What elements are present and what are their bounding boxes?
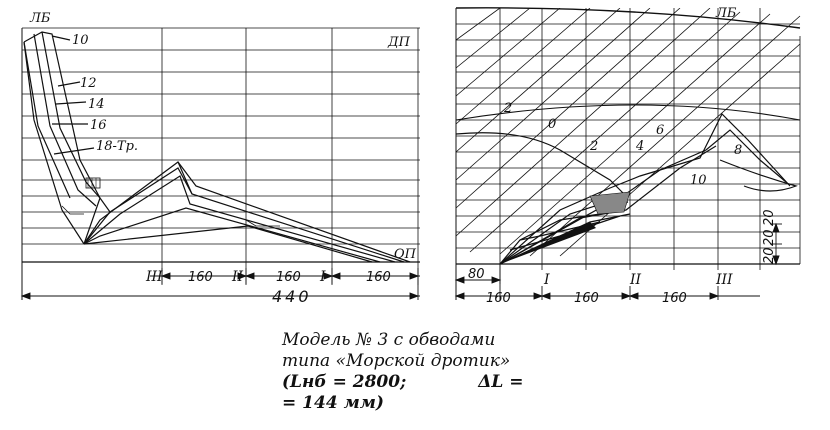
section-label-6: 6 xyxy=(656,123,664,138)
left-spacing-2: 160 xyxy=(276,270,301,285)
caption-line-1: Модель № 3 с обводами xyxy=(282,330,496,350)
waterline-label-10: 10 xyxy=(72,33,89,48)
waterline-label-18-tr: 18-Тр. xyxy=(96,139,138,154)
right-spacing-1: 160 xyxy=(486,291,511,306)
left-total-length: 440 xyxy=(272,287,312,306)
right-height-20a: 20 xyxy=(762,229,777,246)
right-station-I: I xyxy=(543,272,550,288)
left-station-I: I xyxy=(319,269,326,285)
left-station-II: II xyxy=(231,269,244,285)
right-grid-vertical xyxy=(499,8,761,284)
right-offset-80: 80 xyxy=(468,267,485,282)
left-spacing-3: 160 xyxy=(366,270,391,285)
waterline-label-16: 16 xyxy=(90,118,107,133)
right-dimensions xyxy=(454,222,782,300)
section-label-8: 8 xyxy=(734,143,742,158)
right-lb-curve xyxy=(455,7,801,29)
caption-line-2: типа «Морской дротик» xyxy=(282,351,511,371)
left-view xyxy=(20,27,420,300)
caption-line-3-left: (Lнб = 2800; xyxy=(282,372,407,392)
section-label-0: 0 xyxy=(548,117,556,132)
waterline-label-12: 12 xyxy=(80,76,97,91)
left-grid-horizontal xyxy=(22,27,420,263)
right-height-20b: 20 xyxy=(762,247,777,264)
left-dimensions xyxy=(20,268,420,300)
right-grid-horizontal xyxy=(456,23,800,265)
waterline-label-14: 14 xyxy=(88,97,105,112)
left-lb-label: ЛБ xyxy=(29,11,51,26)
section-label-4: 4 xyxy=(635,139,644,154)
right-section-curves xyxy=(456,112,798,264)
left-station-III: III xyxy=(145,269,163,285)
right-station-II: II xyxy=(629,272,642,288)
caption-line-3-right: ΔL = xyxy=(478,372,524,392)
section-label-2b: 2 xyxy=(589,139,598,154)
dp-label: ДП xyxy=(387,35,411,50)
right-lb-label: ЛБ xyxy=(715,6,737,21)
op-label: ОП xyxy=(394,247,417,262)
left-grid-vertical xyxy=(161,28,419,285)
section-label-2a: 2 xyxy=(503,101,512,116)
left-hull-lines xyxy=(23,31,411,263)
section-label-10: 10 xyxy=(690,173,707,188)
right-diagonals xyxy=(456,8,801,257)
right-spacing-3: 160 xyxy=(662,291,687,306)
right-view xyxy=(454,7,801,300)
right-height-20c: 20 xyxy=(762,209,777,226)
right-station-III: III xyxy=(715,272,733,288)
figure-caption: Модель № 3 с обводами типа «Морской дрот… xyxy=(282,330,582,414)
keel-wedge xyxy=(500,222,596,264)
caption-line-3: (Lнб = 2800; ΔL = xyxy=(282,372,582,393)
right-spacing-2: 160 xyxy=(574,291,599,306)
left-view-labels: ЛБ 10 12 14 16 18-Тр. ДП ОП III II I 160… xyxy=(29,11,417,306)
left-spacing-1: 160 xyxy=(188,270,213,285)
caption-line-4: = 144 мм) xyxy=(282,393,384,413)
right-view-labels: ЛБ 2 0 2 4 6 8 10 I II III 80 160 160 16… xyxy=(468,6,777,306)
